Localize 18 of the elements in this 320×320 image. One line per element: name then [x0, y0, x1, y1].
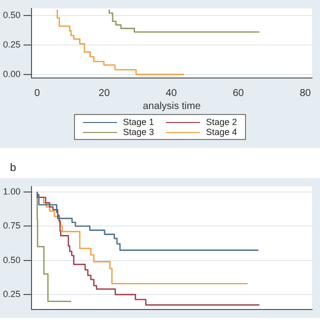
y-tick-label: 0.00: [2, 68, 21, 79]
legend-label: Stage 1: [122, 117, 154, 127]
y-tick-label: 1.00: [2, 186, 21, 196]
y-tick-label: 0.25: [2, 289, 21, 300]
y-tick-label: 0.75: [2, 220, 21, 231]
x-tick-label: 0: [34, 88, 40, 99]
y-tick-label: 0.50: [2, 10, 21, 20]
y-tick-label: 0.50: [2, 254, 21, 265]
x-tick-label: 60: [232, 88, 244, 99]
legend-label: Stage 4: [206, 127, 238, 137]
chart-title: b: [0, 154, 320, 178]
legend-label: Stage 3: [122, 127, 154, 137]
x-tick-label: 80: [300, 88, 312, 99]
legend-label: Stage 2: [206, 117, 238, 127]
x-tick-label: 40: [166, 88, 178, 99]
x-axis-title: analysis time: [142, 100, 202, 112]
y-tick-label: 0.25: [2, 39, 21, 50]
x-tick-label: 20: [98, 88, 110, 99]
